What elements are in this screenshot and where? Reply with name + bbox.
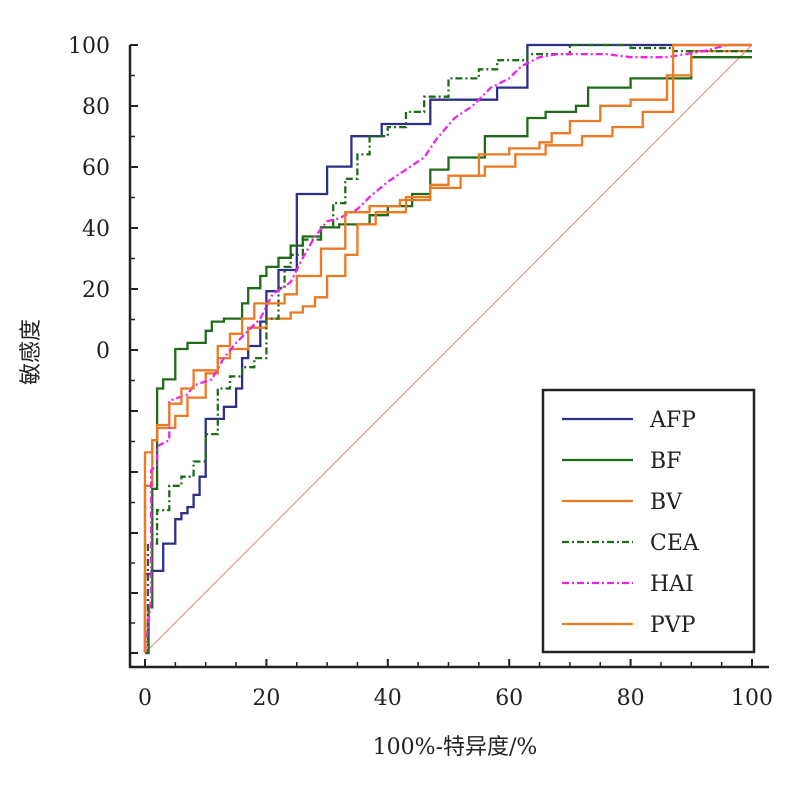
series-line-pvp	[143, 43, 752, 653]
x-tick-label: 0	[138, 686, 152, 711]
y-tick-label: 60	[82, 156, 110, 181]
y-tick-label: 40	[82, 217, 110, 242]
legend-label-cea: CEA	[650, 531, 700, 556]
y-tick-label: 80	[82, 95, 110, 120]
plot-area	[143, 43, 753, 655]
series-layer	[143, 43, 752, 655]
y-tick-label: 0	[96, 339, 110, 364]
y-tick-label: 20	[82, 278, 110, 303]
x-ticks: 0 20 40 60 80 100	[138, 659, 773, 711]
legend: AFP BF BV CEA HAI PVP	[541, 388, 756, 654]
series-line-afp	[143, 43, 752, 653]
legend-label-bv: BV	[650, 490, 683, 515]
legend-label-hai: HAI	[650, 572, 694, 597]
x-tick-label: 60	[495, 686, 523, 711]
series-line-bv	[143, 49, 752, 653]
x-tick-label: 40	[374, 686, 402, 711]
y-axis-title: 敏感度	[19, 319, 44, 385]
axes: 0 20 40 60 80 100 0 20 40 60 80 100	[68, 34, 773, 711]
series-line-bf	[145, 56, 752, 655]
y-tick-label: 100	[68, 34, 110, 59]
x-tick-label: 20	[252, 686, 280, 711]
legend-label-pvp: PVP	[650, 613, 696, 638]
series-line-hai	[143, 43, 752, 654]
y-ticks: 0 20 40 60 80 100	[68, 34, 138, 654]
chance-reference-line	[144, 44, 753, 654]
legend-label-afp: AFP	[649, 408, 696, 433]
x-tick-label: 100	[731, 686, 773, 711]
legend-label-bf: BF	[650, 449, 681, 474]
x-axis-title: 100%-特异度/%	[373, 735, 538, 760]
x-tick-label: 80	[617, 686, 645, 711]
legend-box	[541, 388, 756, 654]
legend-entries: AFP BF BV CEA HAI PVP	[562, 408, 700, 638]
